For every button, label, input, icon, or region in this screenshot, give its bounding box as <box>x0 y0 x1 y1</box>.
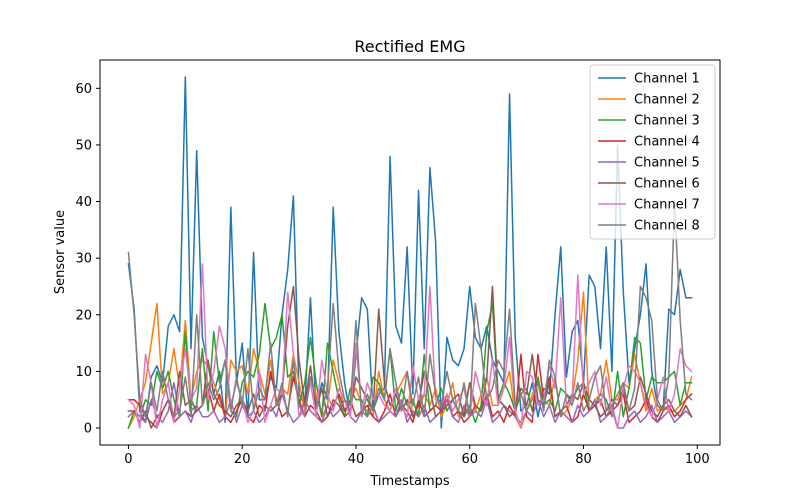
x-tick-label: 40 <box>348 452 365 467</box>
x-tick-label: 0 <box>124 452 132 467</box>
x-tick-label: 20 <box>234 452 251 467</box>
plot-area: 0 20 40 60 80 100 0 10 20 30 40 50 60 <box>75 59 721 467</box>
x-axis-label: Timestamps <box>369 474 450 489</box>
chart-title: Rectified EMG <box>354 37 465 56</box>
y-tick-label: 0 <box>84 422 92 437</box>
series-line-channel-6 <box>127 285 693 429</box>
y-tick-label: 50 <box>75 138 92 153</box>
series-line-channel-8 <box>127 200 693 418</box>
x-tick-label: 100 <box>685 452 710 467</box>
legend: Channel 1 Channel 2 Channel 3 Channel 4 Chan… <box>589 64 716 240</box>
y-axis-ticks: 0 10 20 30 40 50 60 <box>75 82 100 437</box>
series-line-channel-1 <box>127 76 693 429</box>
series-layer <box>127 76 693 430</box>
x-axis-ticks: 0 20 40 60 80 100 <box>124 445 710 467</box>
y-tick-label: 40 <box>75 195 92 210</box>
legend-label-channel-6: Channel 6 <box>634 177 700 192</box>
legend-label-channel-4: Channel 4 <box>634 135 700 150</box>
y-axis-label: Sensor value <box>53 210 68 294</box>
legend-label-channel-5: Channel 5 <box>634 156 700 171</box>
y-tick-label: 10 <box>75 365 92 380</box>
legend-label-channel-1: Channel 1 <box>634 72 700 87</box>
legend-label-channel-8: Channel 8 <box>634 219 700 234</box>
axes-frame <box>99 59 721 446</box>
x-tick-label: 60 <box>461 452 478 467</box>
legend-box <box>589 64 716 240</box>
y-tick-label: 60 <box>75 82 92 97</box>
y-tick-label: 20 <box>75 308 92 323</box>
x-tick-label: 80 <box>575 452 592 467</box>
legend-label-channel-7: Channel 7 <box>634 198 700 213</box>
y-tick-label: 30 <box>75 252 92 267</box>
legend-label-channel-2: Channel 2 <box>634 93 700 108</box>
legend-label-channel-3: Channel 3 <box>634 114 700 129</box>
